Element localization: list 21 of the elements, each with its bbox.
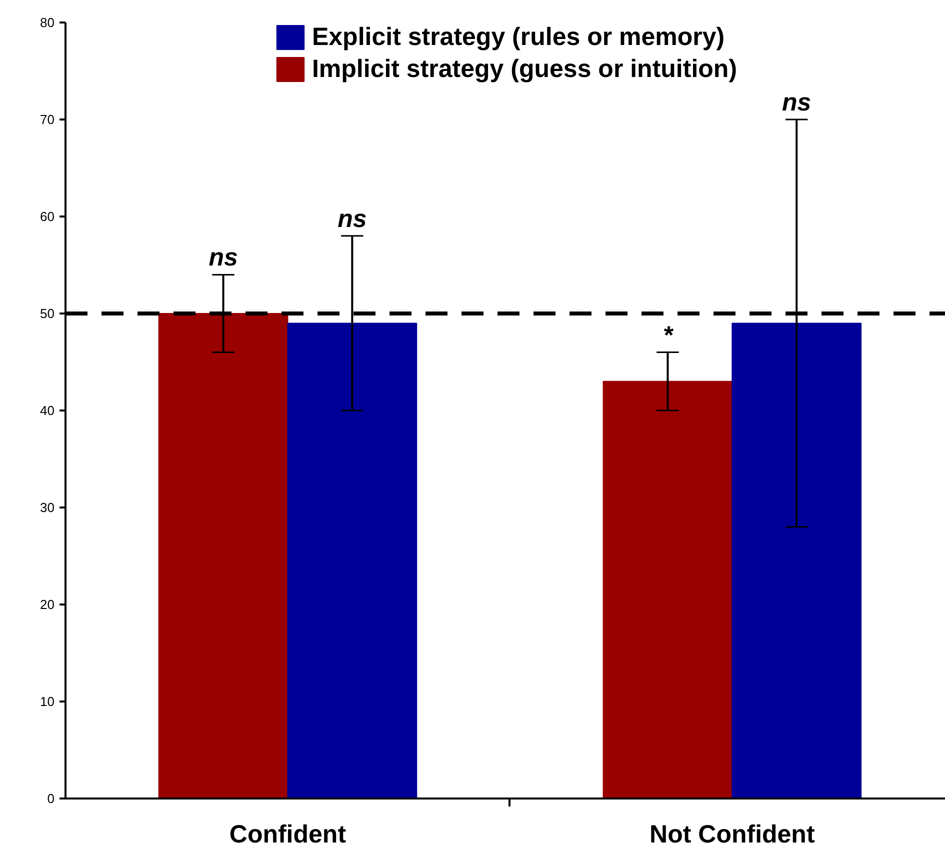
y-tick-label: 70 — [40, 112, 55, 127]
annotation: ns — [208, 244, 238, 272]
y-tick-label: 80 — [40, 15, 55, 30]
y-tick-label: 20 — [40, 597, 55, 612]
annotation: ns — [338, 204, 367, 233]
y-tick-label: 50 — [40, 306, 55, 321]
y-tick-label: 10 — [40, 694, 55, 709]
y-tick-label: 0 — [47, 791, 55, 806]
y-tick-label: 30 — [40, 500, 55, 515]
legend-label: Implicit strategy (guess or intuition) — [312, 54, 738, 84]
legend-label: Explicit strategy (rules or memory) — [312, 22, 725, 52]
annotation: * — [662, 321, 674, 350]
bar — [287, 322, 418, 798]
x-tick-label: Not Confident — [650, 820, 816, 848]
y-tick-label: 40 — [40, 403, 55, 418]
x-tick-label: Confident — [229, 820, 347, 848]
y-tick-label: 60 — [40, 209, 55, 224]
bar — [732, 322, 862, 798]
annotation: ns — [782, 88, 812, 116]
bar — [158, 313, 288, 798]
bar — [602, 380, 733, 798]
